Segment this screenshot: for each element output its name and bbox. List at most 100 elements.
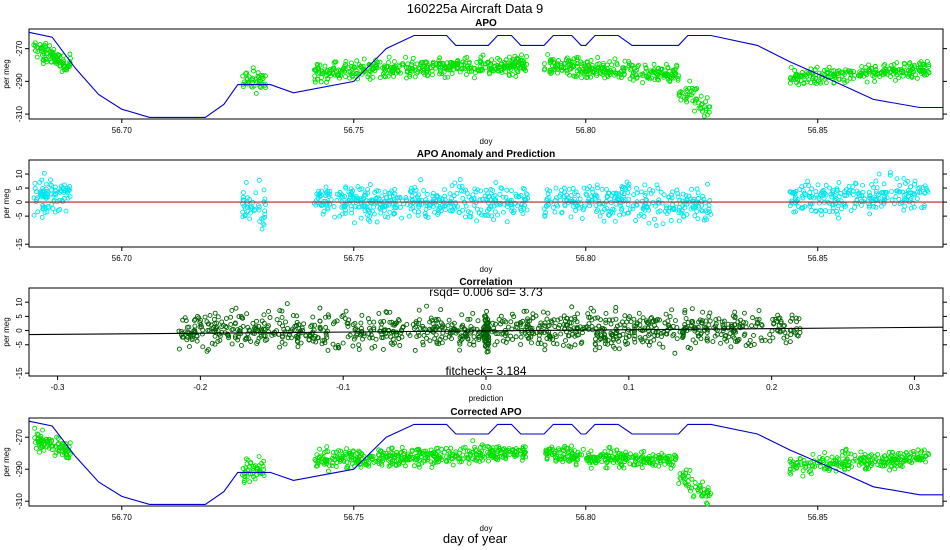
data-point bbox=[67, 440, 73, 446]
data-point bbox=[467, 316, 473, 322]
data-point bbox=[874, 185, 880, 191]
data-point bbox=[229, 327, 235, 333]
data-point bbox=[399, 328, 405, 334]
data-point bbox=[848, 451, 854, 457]
y-tick-label: -5 bbox=[15, 212, 24, 220]
data-point bbox=[713, 321, 719, 327]
data-point bbox=[314, 61, 320, 67]
data-point bbox=[470, 192, 476, 198]
data-point bbox=[799, 73, 805, 79]
data-point bbox=[689, 318, 695, 324]
data-point bbox=[871, 74, 877, 80]
x-tick-label: 0.1 bbox=[623, 383, 635, 392]
data-point bbox=[367, 455, 372, 461]
x-tick-label: 56.75 bbox=[344, 126, 365, 135]
data-point bbox=[457, 339, 462, 345]
data-point bbox=[339, 211, 345, 217]
data-point bbox=[64, 452, 70, 458]
data-point bbox=[253, 90, 259, 96]
panel-subtitle: rsqd= 0.006 sd= 3.73 bbox=[429, 285, 543, 299]
data-point bbox=[430, 61, 436, 66]
data-point bbox=[671, 331, 677, 337]
data-point bbox=[634, 462, 640, 467]
data-point bbox=[325, 312, 331, 318]
data-point bbox=[520, 453, 526, 459]
data-point bbox=[363, 203, 368, 209]
data-point bbox=[197, 320, 203, 325]
data-point bbox=[597, 345, 603, 351]
data-point bbox=[544, 203, 549, 209]
data-point bbox=[63, 441, 69, 447]
data-point bbox=[606, 213, 612, 218]
data-point bbox=[703, 493, 709, 499]
data-point bbox=[392, 211, 398, 216]
data-point bbox=[858, 449, 864, 455]
data-point bbox=[911, 204, 917, 210]
data-point bbox=[521, 66, 527, 72]
data-point bbox=[205, 347, 211, 353]
data-point bbox=[634, 75, 640, 81]
data-point bbox=[524, 308, 530, 314]
data-point bbox=[613, 334, 619, 340]
data-point bbox=[718, 332, 724, 338]
data-point bbox=[690, 337, 696, 343]
data-point bbox=[448, 199, 454, 204]
data-point bbox=[652, 456, 658, 462]
data-point bbox=[650, 188, 656, 194]
series-line bbox=[28, 420, 943, 505]
data-point bbox=[492, 342, 498, 348]
data-point bbox=[465, 336, 471, 342]
data-point bbox=[471, 75, 477, 81]
data-point bbox=[672, 455, 678, 461]
data-point bbox=[900, 73, 906, 79]
data-point bbox=[716, 316, 722, 322]
data-point bbox=[229, 307, 235, 313]
data-point bbox=[66, 64, 72, 70]
data-point bbox=[613, 308, 618, 314]
data-point bbox=[642, 334, 648, 340]
data-point bbox=[685, 344, 691, 350]
data-point bbox=[253, 190, 259, 196]
data-point bbox=[662, 461, 668, 467]
data-point bbox=[596, 323, 602, 329]
data-point bbox=[588, 448, 594, 454]
data-point bbox=[348, 189, 354, 195]
data-point bbox=[669, 72, 675, 78]
data-point bbox=[434, 340, 440, 346]
data-point bbox=[33, 445, 39, 451]
data-point bbox=[412, 208, 418, 214]
data-point bbox=[587, 66, 593, 72]
data-point bbox=[436, 58, 442, 63]
data-point bbox=[587, 203, 592, 209]
data-point bbox=[590, 70, 596, 76]
data-point bbox=[813, 81, 819, 87]
data-point bbox=[838, 191, 844, 196]
data-point bbox=[52, 209, 58, 215]
data-point bbox=[542, 342, 548, 348]
data-point bbox=[358, 451, 364, 457]
data-point bbox=[544, 196, 550, 202]
data-point bbox=[429, 72, 435, 78]
data-point bbox=[698, 93, 704, 99]
data-point bbox=[470, 449, 476, 455]
data-point bbox=[495, 55, 501, 61]
data-point bbox=[49, 187, 55, 193]
data-point bbox=[702, 327, 707, 333]
data-point bbox=[372, 343, 378, 349]
data-point bbox=[572, 314, 577, 320]
data-point bbox=[282, 329, 288, 335]
data-point bbox=[295, 332, 301, 338]
data-point bbox=[907, 72, 912, 78]
data-point bbox=[633, 455, 639, 461]
data-point bbox=[613, 201, 619, 207]
data-point bbox=[457, 341, 463, 347]
data-point bbox=[212, 310, 218, 316]
data-point bbox=[232, 335, 238, 341]
data-point bbox=[242, 213, 248, 219]
data-point bbox=[244, 311, 250, 317]
data-point bbox=[524, 324, 530, 330]
data-point bbox=[192, 323, 198, 329]
data-point bbox=[603, 198, 609, 204]
data-point bbox=[640, 205, 646, 211]
data-point bbox=[770, 335, 776, 341]
